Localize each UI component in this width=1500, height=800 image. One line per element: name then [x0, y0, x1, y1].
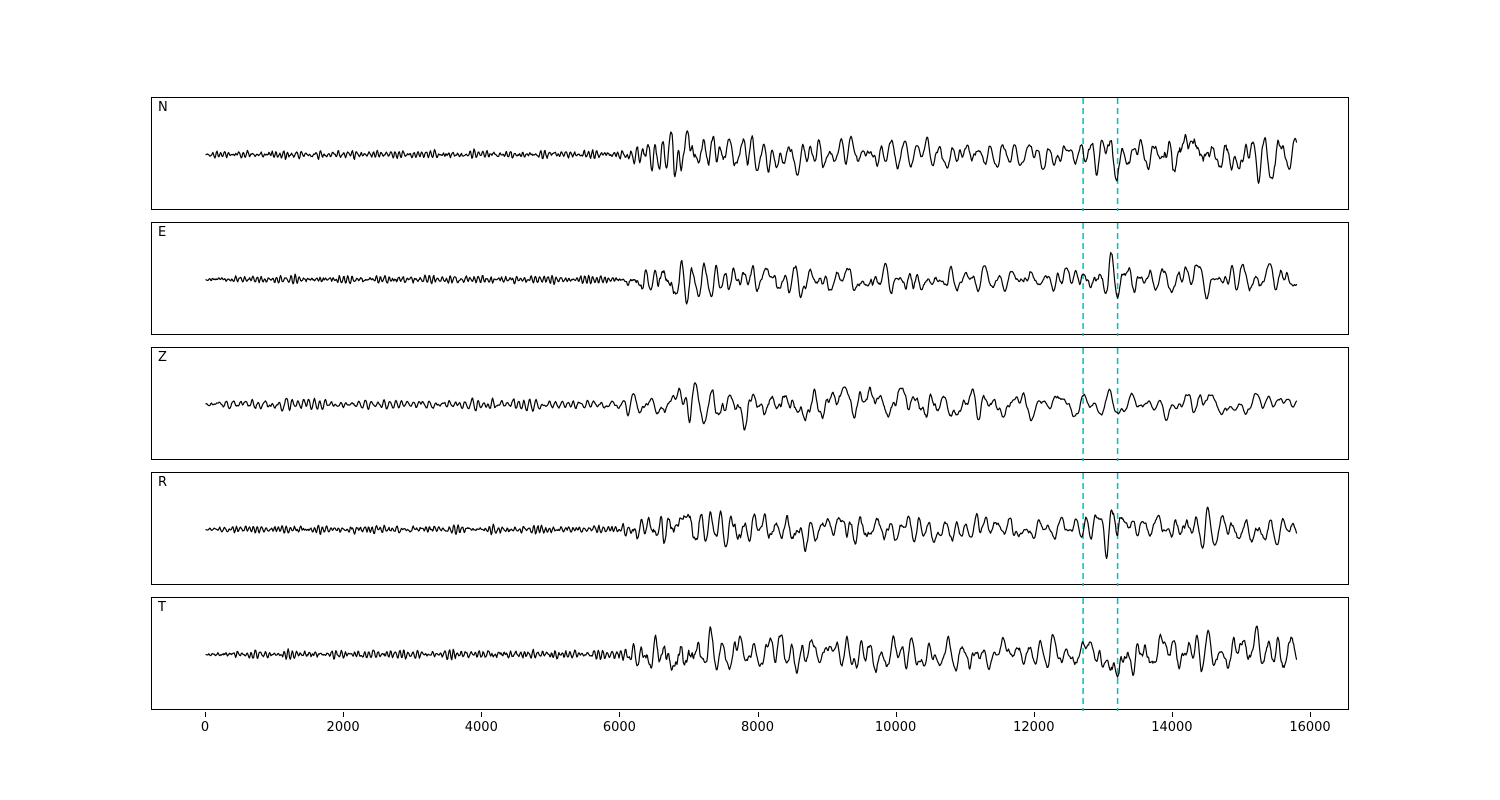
waveform-panel-Z: Z [151, 347, 1349, 461]
waveform-panel-T: T [151, 597, 1349, 711]
x-tick-mark [895, 712, 897, 717]
waveform-canvas [205, 598, 1298, 711]
waveform-trace-E [205, 251, 1298, 305]
waveform-canvas [205, 473, 1298, 586]
channel-label: T [158, 600, 166, 615]
x-tick-label: 4000 [464, 720, 498, 735]
x-tick-mark [1033, 712, 1035, 717]
waveform-trace-R [205, 506, 1298, 560]
waveform-panel-R: R [151, 472, 1349, 586]
x-tick-label: 2000 [326, 720, 360, 735]
waveform-trace-N [205, 130, 1298, 184]
x-tick-mark [1171, 712, 1173, 717]
x-tick-label: 14000 [1151, 720, 1193, 735]
waveform-canvas [205, 98, 1298, 211]
x-tick-label: 16000 [1289, 720, 1331, 735]
x-tick-mark [1310, 712, 1311, 717]
x-axis: 0 2000 4000 6000 8000 10000 12000 14000 16000 [0, 710, 1500, 750]
waveform-trace-Z [205, 382, 1298, 431]
x-tick-label: 12000 [1013, 720, 1055, 735]
channel-label: Z [158, 350, 167, 365]
x-tick-label: 6000 [602, 720, 636, 735]
x-tick-mark [343, 712, 345, 717]
x-tick-label: 10000 [874, 720, 917, 735]
x-tick-label: 0 [200, 720, 210, 735]
channel-label: N [158, 100, 168, 115]
x-tick-label: 8000 [740, 720, 775, 735]
waveform-canvas [205, 348, 1298, 461]
channel-label: R [158, 475, 168, 490]
waveform-canvas [205, 223, 1298, 336]
x-tick-mark [481, 712, 483, 717]
x-tick-mark [619, 712, 621, 717]
waveform-panel-N: N [151, 97, 1349, 211]
x-tick-mark [205, 712, 206, 717]
waveform-trace-T [205, 625, 1298, 678]
x-tick-mark [757, 712, 759, 717]
channel-label: E [158, 225, 167, 240]
waveform-panel-E: E [151, 222, 1349, 336]
